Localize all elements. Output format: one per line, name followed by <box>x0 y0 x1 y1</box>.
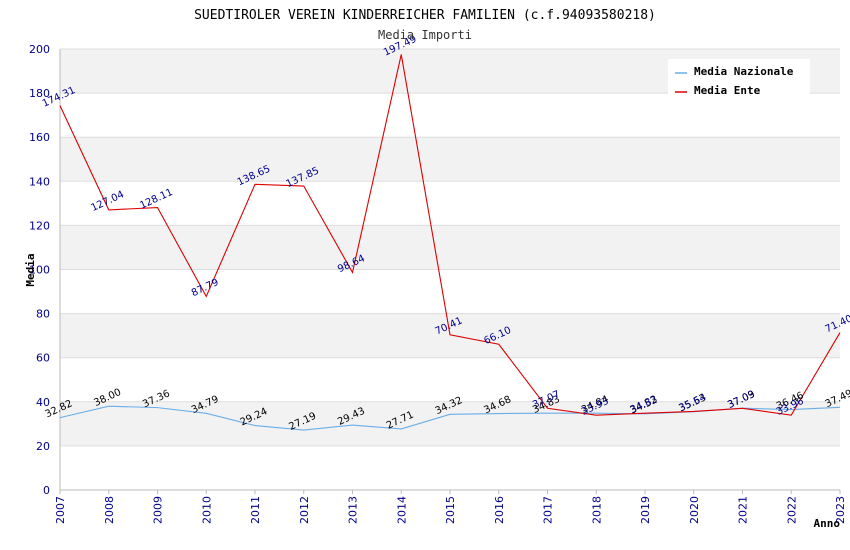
legend-label-media-ente: Media Ente <box>694 84 761 97</box>
legend-box <box>668 59 810 97</box>
y-tick-label: 0 <box>43 484 50 497</box>
plot-band <box>60 137 840 182</box>
y-tick-label: 80 <box>36 308 50 321</box>
x-tick-label: 2012 <box>298 496 311 524</box>
x-tick-label: 2010 <box>200 496 213 524</box>
chart-title: SUEDTIROLER VEREIN KINDERREICHER FAMILIE… <box>194 8 656 23</box>
data-label-media-ente: 87.79 <box>190 277 221 299</box>
plot-band <box>60 401 840 446</box>
x-tick-label: 2017 <box>542 496 555 524</box>
x-axis-label: Anno <box>814 517 841 530</box>
x-tick-label: 2007 <box>54 496 67 524</box>
y-tick-label: 100 <box>29 264 50 277</box>
y-tick-label: 200 <box>29 43 50 56</box>
series-lines <box>59 54 841 431</box>
series-line-media-ente <box>59 54 841 416</box>
x-tick-label: 2018 <box>590 496 603 524</box>
x-tick-label: 2019 <box>639 496 652 524</box>
x-tick-label: 2014 <box>395 496 408 524</box>
x-tick-label: 2009 <box>152 496 165 524</box>
y-axis-label: Media <box>24 253 37 286</box>
y-tick-label: 180 <box>29 87 50 100</box>
x-tick-label: 2021 <box>737 496 750 524</box>
y-tick-label: 40 <box>36 396 50 409</box>
y-tick-label: 60 <box>36 352 50 365</box>
x-tick-label: 2015 <box>444 496 457 524</box>
x-tick-label: 2013 <box>347 496 360 524</box>
y-tick-label: 20 <box>36 440 50 453</box>
plot-bands <box>60 49 840 446</box>
x-tick-label: 2011 <box>249 496 262 524</box>
y-tick-label: 160 <box>29 131 50 144</box>
grid-lines <box>60 48 840 491</box>
plot-band <box>60 225 840 270</box>
y-tick-labels: 0 20 40 60 80 100 120 140 160 180 200 <box>29 43 50 497</box>
legend-label-media-nazionale: Media Nazionale <box>694 65 794 78</box>
x-tick-label: 2008 <box>103 496 116 524</box>
x-tick-label: 2020 <box>688 496 701 524</box>
x-tick-label: 2016 <box>493 496 506 524</box>
plot-band <box>60 313 840 358</box>
x-tick-labels: 2007 2008 2009 2010 2011 2012 2013 2014 2015 2016… <box>54 496 847 524</box>
data-label-media-ente: 127.04 <box>90 189 126 214</box>
x-tick-label: 2022 <box>785 496 798 524</box>
axes <box>59 49 841 494</box>
chart-subtitle: Media Importi <box>378 28 472 42</box>
y-tick-label: 140 <box>29 175 50 188</box>
x-tick-label: 2023 <box>834 496 847 524</box>
legend: Media Nazionale Media Ente <box>668 59 810 97</box>
y-tick-label: 120 <box>29 219 50 232</box>
